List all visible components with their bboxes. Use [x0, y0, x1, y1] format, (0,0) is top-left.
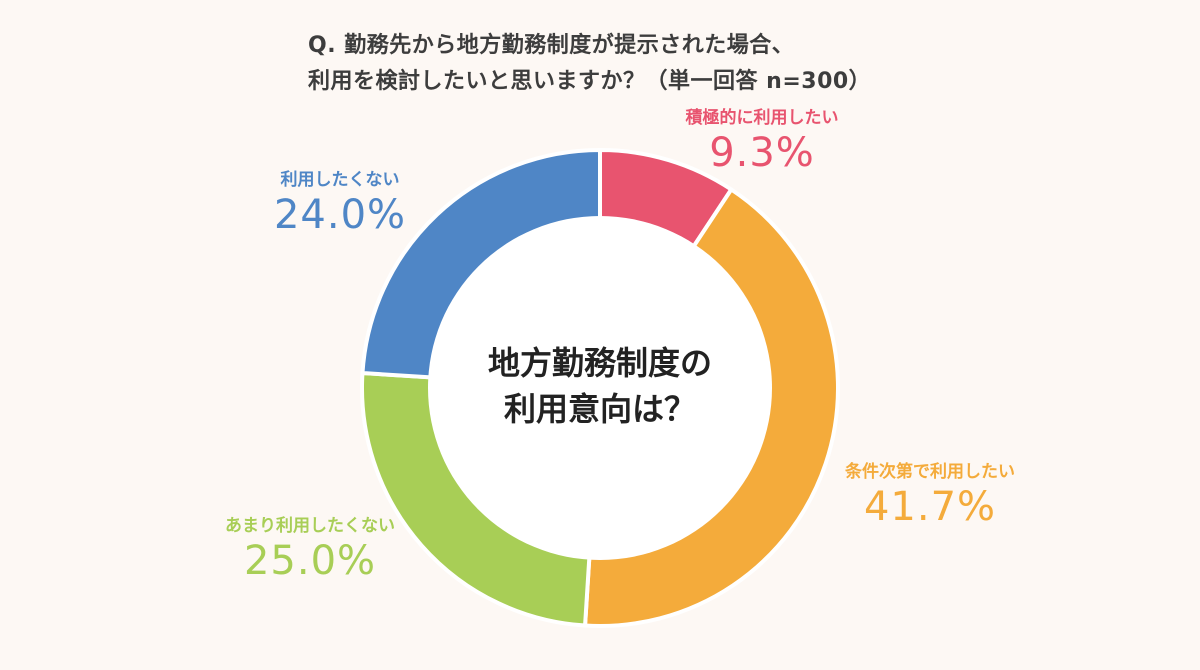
slice-label-not-really: あまり利用したくない 25.0%	[205, 514, 415, 584]
slice-name-conditional-use: 条件次第で利用したい	[845, 462, 1015, 482]
center-label: 地方勤務制度の 利用意向は？	[450, 340, 750, 432]
slice-name-no-use: 利用したくない	[280, 170, 400, 190]
center-label-line-2: 利用意向は？	[503, 390, 696, 428]
slice-value-conditional-use: 41.7%	[863, 484, 997, 530]
center-label-line-1: 地方勤務制度の	[487, 344, 712, 382]
chart-title: Q. 勤務先から地方勤務制度が提示された場合、 利用を検討したいと思いますか？（…	[308, 28, 871, 100]
slice-name-not-really: あまり利用したくない	[225, 516, 395, 536]
slice-label-active-use: 積極的に利用したい 9.3%	[672, 106, 852, 176]
slice-name-active-use: 積極的に利用したい	[685, 108, 839, 128]
chart-title-line-2: 利用を検討したいと思いますか？（単一回答 n=300）	[308, 69, 872, 94]
slice-label-no-use: 利用したくない 24.0%	[255, 168, 425, 238]
slice-label-conditional-use: 条件次第で利用したい 41.7%	[830, 460, 1030, 530]
slice-value-active-use: 9.3%	[709, 130, 815, 176]
slice-value-no-use: 24.0%	[273, 192, 407, 238]
slice-value-not-really: 25.0%	[243, 538, 377, 584]
chart-title-line-1: Q. 勤務先から地方勤務制度が提示された場合、	[308, 33, 795, 58]
donut-center-disc	[428, 216, 772, 560]
